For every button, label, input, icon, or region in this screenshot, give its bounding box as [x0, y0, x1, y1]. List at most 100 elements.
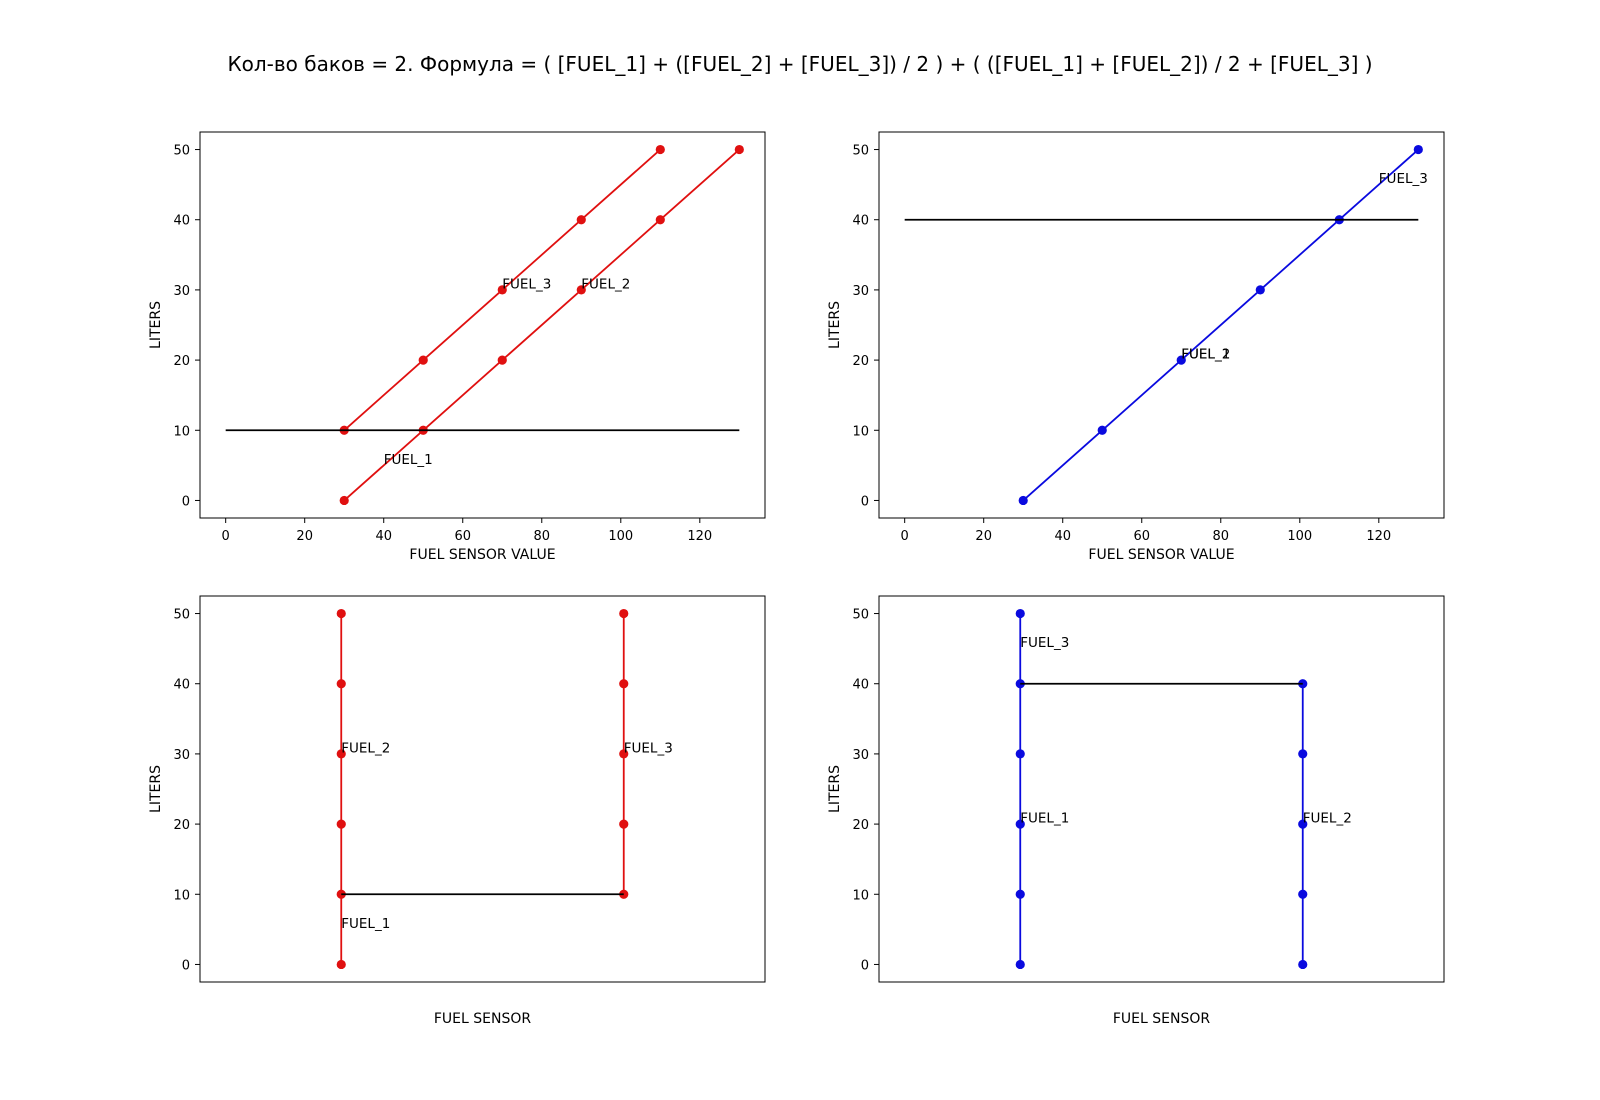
series-one-point — [1018, 495, 1028, 506]
x-tick-label: 40 — [375, 529, 392, 544]
series-one-point — [1015, 749, 1025, 759]
plot-frame — [199, 595, 766, 983]
y-tick-label: 50 — [852, 608, 869, 623]
series-two-point — [418, 355, 428, 365]
y-tick-label: 0 — [861, 494, 869, 509]
annotation-fuel-1: FUEL_1 — [1020, 811, 1069, 827]
series-one-point — [1176, 355, 1186, 365]
x-tick-label: 100 — [608, 529, 633, 544]
y-tick-label: 20 — [852, 818, 869, 833]
annotation-fuel-2: FUEL_2 — [341, 741, 390, 757]
series-two-point — [1298, 819, 1308, 829]
series-two-point — [619, 749, 629, 759]
y-tick-label: 30 — [852, 748, 869, 763]
y-tick-label: 30 — [173, 748, 190, 763]
series-one-point — [1413, 144, 1423, 155]
x-tick-label: 100 — [1287, 529, 1312, 544]
annotation-fuel-3: FUEL_3 — [1379, 171, 1428, 187]
subplot-bottom-left: 0 10 20 30 40 50 FUEL SENSOR LITERS FUEL_1 FUEL_2… — [148, 595, 766, 1027]
series-one-point — [1255, 285, 1265, 295]
series-two-point — [619, 679, 629, 689]
x-tick-label: 60 — [1133, 529, 1150, 544]
annotation-fuel-1: FUEL_1 — [341, 916, 390, 932]
x-tick-label: 80 — [533, 529, 550, 544]
series-one-point — [655, 215, 665, 225]
y-tick-label: 30 — [173, 284, 190, 299]
y-tick-label: 50 — [173, 144, 190, 159]
y-tick-label: 20 — [173, 354, 190, 369]
series-one-point — [336, 679, 346, 689]
y-tick-label: 10 — [173, 424, 190, 439]
series-one-point — [1015, 608, 1025, 619]
y-tick-label: 50 — [173, 608, 190, 623]
series-two-point — [619, 608, 629, 619]
series-two-point — [1298, 959, 1308, 970]
series-one-point — [734, 144, 744, 155]
x-tick-label: 120 — [687, 529, 712, 544]
y-tick-label: 40 — [852, 678, 869, 693]
x-axis-label: FUEL SENSOR — [1113, 1011, 1211, 1027]
series-two-point — [1298, 889, 1308, 899]
y-tick-label: 10 — [173, 888, 190, 903]
series-two-point — [497, 285, 507, 295]
series-one-line — [1022, 148, 1419, 502]
y-axis-label: LITERS — [827, 301, 843, 349]
series-one-point — [336, 608, 346, 619]
y-tick-label: 40 — [173, 214, 190, 229]
plot-frame — [878, 595, 1445, 983]
series-one-point — [336, 959, 346, 970]
x-tick-label: 60 — [454, 529, 471, 544]
x-tick-label: 120 — [1366, 529, 1391, 544]
y-tick-label: 20 — [173, 818, 190, 833]
y-tick-label: 50 — [852, 144, 869, 159]
x-tick-label: 0 — [222, 529, 230, 544]
series-two-point — [1298, 749, 1308, 759]
y-tick-label: 10 — [852, 888, 869, 903]
annotation-fuel-2: FUEL_2 — [1303, 811, 1352, 827]
y-axis-label: LITERS — [827, 765, 843, 813]
y-tick-label: 0 — [861, 958, 869, 973]
subplot-bottom-right: 0 10 20 30 40 50 FUEL SENSOR LITERS FUEL_1 FUEL_2… — [827, 595, 1445, 1027]
series-two-point — [576, 215, 586, 225]
x-axis-label: FUEL SENSOR VALUE — [409, 547, 555, 563]
x-tick-label: 20 — [296, 529, 313, 544]
y-axis-label: LITERS — [148, 301, 164, 349]
annotation-fuel-1: FUEL_1 — [384, 452, 433, 468]
plot-frame — [878, 131, 1445, 519]
x-tick-label: 20 — [975, 529, 992, 544]
series-one-point — [1015, 959, 1025, 970]
series-one-point — [336, 819, 346, 829]
annotation-fuel-3: FUEL_3 — [624, 741, 673, 757]
x-tick-label: 40 — [1054, 529, 1071, 544]
plot-frame — [199, 131, 766, 519]
annotation-fuel-3: FUEL_3 — [1020, 635, 1069, 651]
series-one-line — [343, 148, 740, 502]
y-tick-label: 0 — [182, 958, 190, 973]
annotation-fuel-3: FUEL_3 — [502, 277, 551, 293]
series-one-point — [339, 495, 349, 506]
y-tick-label: 40 — [173, 678, 190, 693]
y-tick-label: 30 — [852, 284, 869, 299]
y-tick-label: 10 — [852, 424, 869, 439]
annotation-fuel-1: FUEL_1 — [1181, 347, 1230, 363]
y-tick-label: 20 — [852, 354, 869, 369]
annotation-fuel-2: FUEL_2 — [581, 277, 630, 293]
y-tick-label: 40 — [852, 214, 869, 229]
subplot-top-right: 0 20 40 60 80 100 120 0 10 20 30 40 50 FUEL SENSOR VA… — [827, 131, 1445, 563]
y-tick-label: 0 — [182, 494, 190, 509]
x-axis-label: FUEL SENSOR — [434, 1011, 532, 1027]
series-one-point — [1097, 425, 1107, 435]
series-one-point — [576, 285, 586, 295]
series-one-point — [497, 355, 507, 365]
annotation-fuel-2: FUEL_2 — [1181, 347, 1230, 363]
series-two-point — [619, 819, 629, 829]
x-tick-label: 0 — [901, 529, 909, 544]
series-one-point — [336, 749, 346, 759]
series-one-point — [1015, 889, 1025, 899]
x-tick-label: 80 — [1212, 529, 1229, 544]
y-axis-label: LITERS — [148, 765, 164, 813]
series-two-point — [655, 144, 665, 155]
figure-title: Кол-во баков = 2. Формула = ( [FUEL_1] +… — [227, 52, 1372, 76]
